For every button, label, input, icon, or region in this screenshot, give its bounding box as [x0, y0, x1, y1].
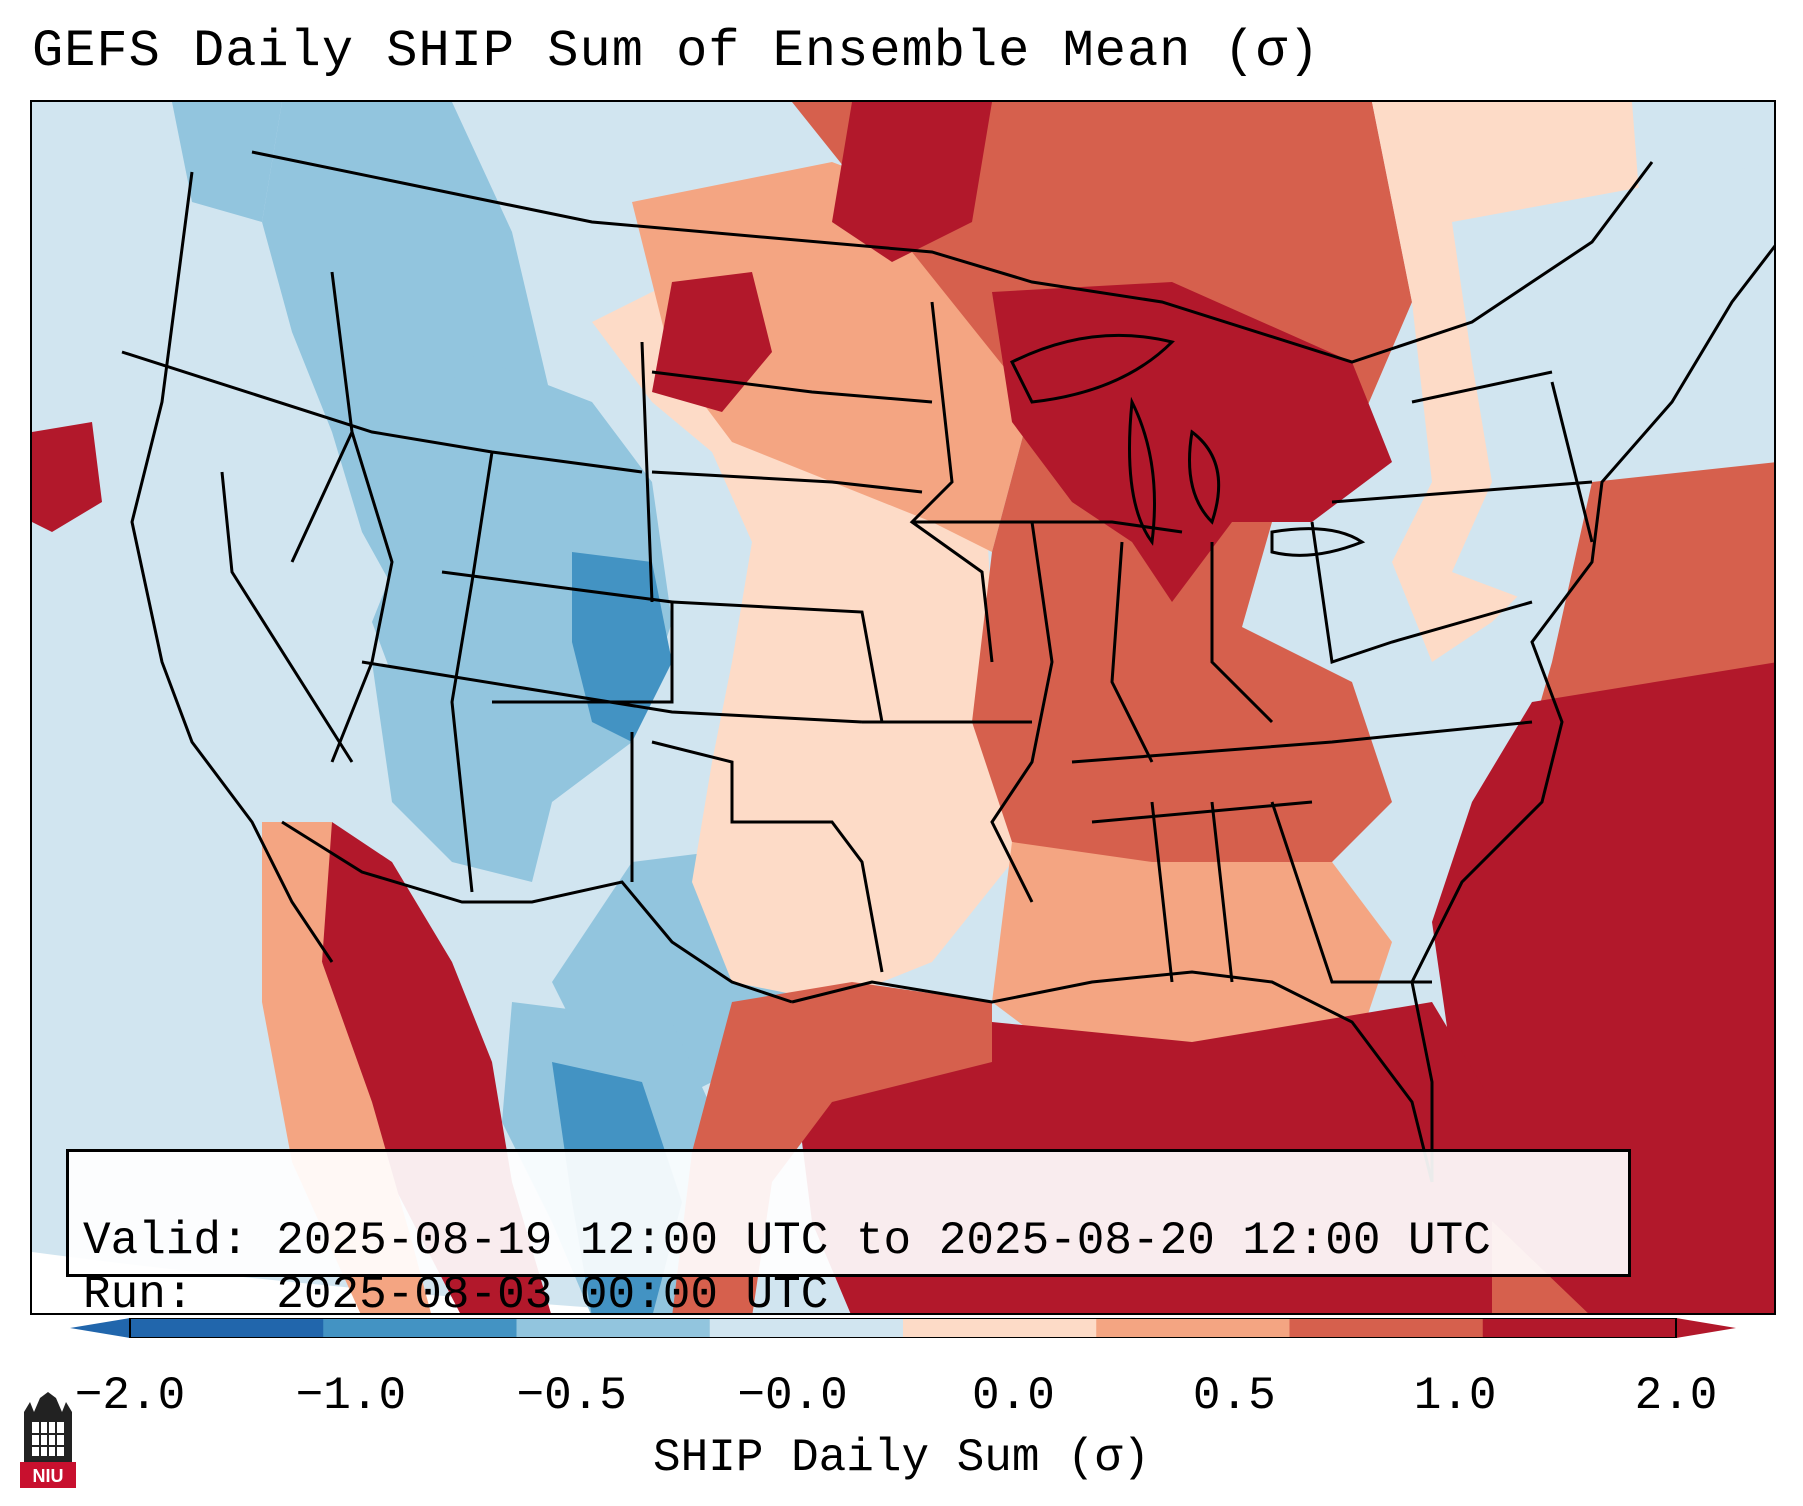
colorbar-tick-label: −0.0 [737, 1370, 848, 1422]
colorbar-segment [1096, 1318, 1290, 1338]
colorbar-outline [129, 1318, 1677, 1338]
valid-value: 2025-08-19 12:00 UTC to 2025-08-20 12:00… [276, 1215, 1491, 1267]
ship-anomaly-map [32, 102, 1774, 1313]
valid-run-info-box: Valid: 2025-08-19 12:00 UTC to 2025-08-2… [66, 1149, 1631, 1321]
east-coast [1410, 244, 1774, 1182]
colorbar-segment [709, 1318, 904, 1338]
west-coast [130, 171, 334, 963]
region-neg-nw-coast [172, 102, 282, 222]
state-lines-west [121, 271, 863, 893]
us-mexico-border [281, 820, 793, 1004]
colorbar-tick-label: 1.0 [1413, 1370, 1497, 1422]
colorbar-segment [1289, 1318, 1484, 1338]
state-lines-plains [630, 341, 1032, 973]
colorbar-extend-high [1676, 1318, 1736, 1338]
projection-edge [32, 1252, 671, 1313]
region-pos-midwest [1072, 622, 1392, 922]
boundaries [121, 150, 1774, 1183]
niu-logo-text: NIU [33, 1466, 64, 1486]
colorbar-segment [1482, 1318, 1677, 1338]
run-line: Run: 2025-08-03 00:00 UTC [83, 1268, 1614, 1322]
region-neg-sw [372, 662, 552, 882]
run-value: 2025-08-03 00:00 UTC [276, 1269, 829, 1321]
colorbar-segment [323, 1318, 517, 1338]
chart-title: GEFS Daily SHIP Sum of Ensemble Mean (σ) [32, 22, 1321, 81]
map-panel[interactable] [30, 100, 1776, 1315]
colorbar-segments [130, 1318, 1677, 1338]
colorbar-label: SHIP Daily Sum (σ) [653, 1432, 1150, 1484]
gulf-coast [791, 970, 1434, 1183]
colorbar-tick-label: 0.0 [972, 1370, 1055, 1422]
colorbar-segment [516, 1318, 711, 1338]
colorbar-segment [903, 1318, 1097, 1338]
region-extreme-north [832, 102, 992, 262]
state-lines-east [909, 301, 1594, 984]
colorbar-tick-label: −0.5 [516, 1370, 627, 1422]
us-canada-border [251, 150, 1654, 364]
colorbar-tick-label: −1.0 [295, 1370, 407, 1422]
valid-label: Valid: [83, 1215, 249, 1267]
colorbar-tick-label: 0.5 [1192, 1370, 1276, 1422]
run-label: Run: [83, 1269, 194, 1321]
niu-logo: NIU [20, 1392, 76, 1488]
valid-line: Valid: 2025-08-19 12:00 UTC to 2025-08-2… [83, 1214, 1614, 1268]
colorbar-segment [130, 1318, 324, 1338]
colorbar-extend-low [70, 1318, 130, 1338]
region-extreme-pacific [32, 422, 102, 532]
colorbar-tick-label: 2.0 [1634, 1370, 1718, 1422]
colorbar-tick-label: −2.0 [74, 1370, 186, 1422]
colorbar [70, 1318, 1736, 1338]
region-pos-south [992, 842, 1392, 1082]
great-lakes [1009, 333, 1366, 557]
